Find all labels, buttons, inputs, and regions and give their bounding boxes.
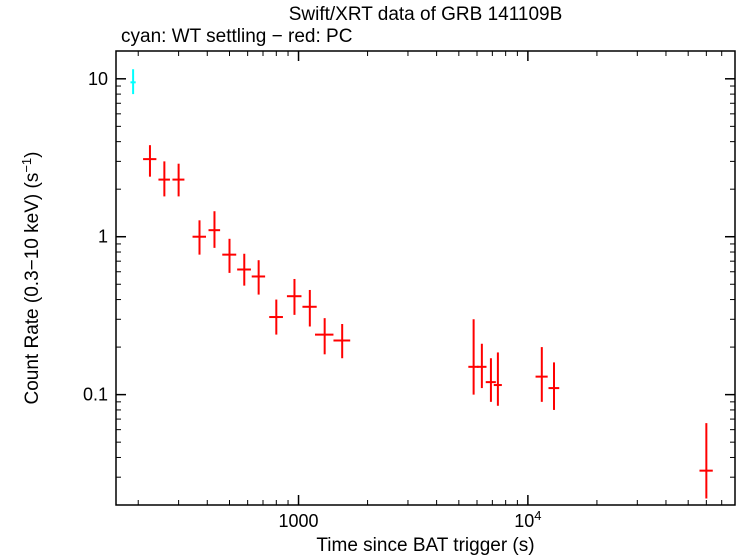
x-axis-label: Time since BAT trigger (s) [316, 535, 534, 556]
scatter-plot: 10001040.1110Swift/XRT data of GRB 14110… [0, 0, 746, 558]
svg-text:0.1: 0.1 [83, 385, 108, 405]
chart-container: 10001040.1110Swift/XRT data of GRB 14110… [0, 0, 746, 558]
svg-text:10: 10 [88, 69, 108, 89]
chart-subtitle: cyan: WT settling − red: PC [121, 26, 352, 47]
svg-text:1000: 1000 [279, 511, 319, 531]
y-axis-label: Count Rate (0.3−10 keV) (s−1) [19, 152, 44, 405]
svg-text:1: 1 [98, 227, 108, 247]
chart-title: Swift/XRT data of GRB 141109B [289, 4, 563, 25]
